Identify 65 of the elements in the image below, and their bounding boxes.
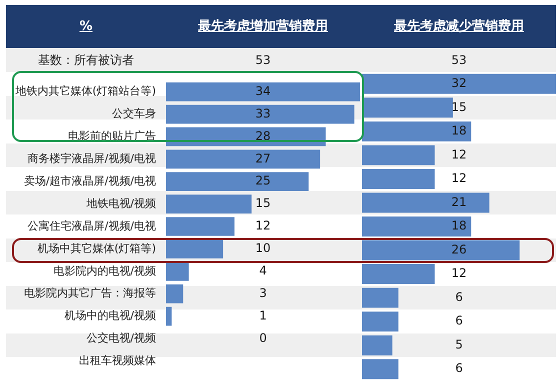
text: 53: [254, 52, 272, 69]
data-label: 12: [451, 171, 467, 186]
data-label: 27: [255, 151, 271, 166]
bar: [362, 145, 435, 166]
text: 53: [450, 52, 468, 69]
data-label: 6: [455, 361, 463, 376]
bar: [166, 262, 189, 281]
data-label: 12: [255, 218, 271, 233]
bar: [362, 98, 453, 118]
bar: [362, 335, 392, 356]
bar: [166, 284, 184, 304]
y-axis-title: %: [78, 18, 94, 36]
data-label: 25: [255, 174, 271, 188]
y-tick-label: 电影院内其它广告：海报等: [24, 286, 156, 300]
data-label: 10: [255, 241, 271, 256]
y-tick-label: 公交车身: [112, 107, 156, 120]
data-label: 4: [259, 264, 267, 278]
bar: [362, 240, 520, 260]
y-tick-label: 机场中的电视/视频: [64, 309, 156, 322]
y-tick-label: 电影院内的电视/视频: [53, 264, 156, 278]
y-tick-label: 出租车视频媒体: [79, 354, 156, 368]
bar: [166, 82, 360, 102]
y-tick-label: 公交电视/视频: [86, 332, 156, 345]
data-label: 18: [451, 218, 467, 233]
data-label: 5: [455, 337, 463, 352]
y-tick-label: 卖场/超市液晶屏/视频/电视: [24, 174, 156, 188]
data-label: 18: [451, 124, 467, 138]
y-tick-label: 地铁内其它媒体(灯箱站台等): [14, 84, 156, 98]
data-label: 3: [259, 286, 267, 300]
bar: [362, 288, 398, 308]
y-tick-label: 公寓住宅液晶屏/视频/电视: [28, 219, 156, 232]
bar: [362, 359, 398, 380]
data-label: 12: [451, 147, 467, 162]
data-label: 34: [255, 84, 271, 98]
bar: [166, 104, 354, 124]
data-label: 6: [455, 314, 463, 328]
y-tick-label: 地铁电视/视频: [85, 196, 156, 210]
bar: [362, 74, 556, 94]
data-label: 15: [255, 196, 271, 210]
bar: [362, 192, 490, 213]
bar: [362, 168, 435, 189]
bar: [362, 264, 435, 284]
data-label: 6: [455, 290, 463, 304]
bar: [362, 312, 398, 332]
data-label: 0: [259, 330, 267, 345]
chart-title: 最先考虑增加营销费用: [197, 18, 329, 36]
chart-title: 最先考虑减少营销费用: [393, 18, 525, 36]
bar: [166, 150, 320, 169]
data-label: 26: [451, 242, 467, 256]
data-label: 12: [451, 266, 467, 280]
bar: [362, 216, 472, 236]
bar: [166, 194, 252, 214]
text: 基数：所有被访者: [37, 52, 135, 69]
data-label: 32: [451, 76, 467, 90]
data-label: 21: [451, 194, 467, 209]
bar: [166, 217, 234, 236]
y-tick-label: 商务楼宇液晶屏/视频/电视: [28, 152, 156, 166]
data-label: 28: [255, 128, 271, 143]
data-label: 1: [259, 308, 267, 322]
bar: [166, 306, 172, 326]
data-label: 33: [255, 106, 271, 120]
bar: [362, 121, 472, 142]
bar: [166, 240, 224, 258]
bar: [166, 172, 309, 192]
y-tick-label: 机场中其它媒体(灯箱等): [37, 242, 156, 255]
